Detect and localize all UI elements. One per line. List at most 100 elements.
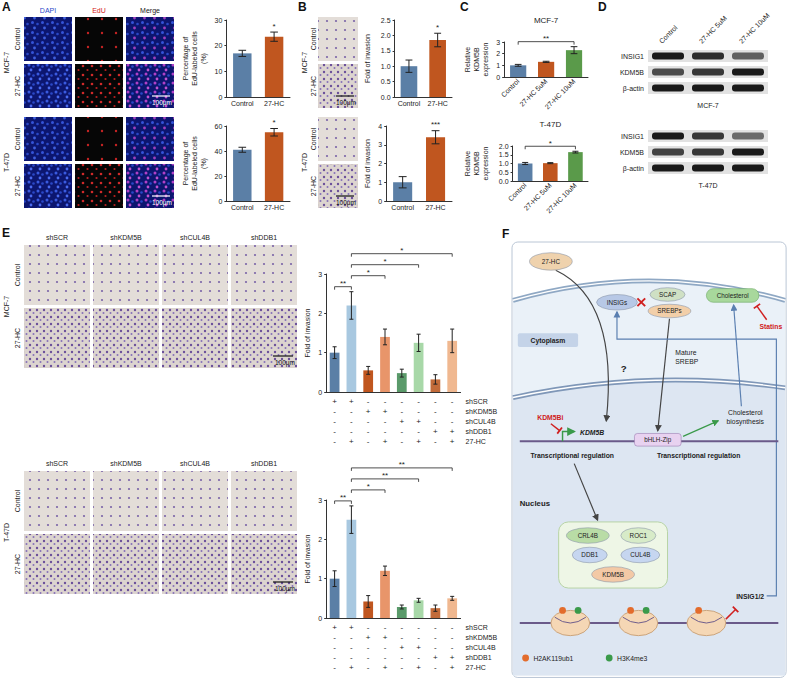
svg-text:Cytoplasm: Cytoplasm <box>531 337 566 345</box>
svg-text:shCUL4B: shCUL4B <box>180 460 210 467</box>
svg-text:0.5: 0.5 <box>381 78 391 85</box>
svg-text:INSIG1: INSIG1 <box>621 53 644 60</box>
svg-text:B: B <box>298 0 307 14</box>
svg-text:-: - <box>417 653 420 662</box>
svg-text:T-47D: T-47D <box>3 153 10 172</box>
svg-text:**: ** <box>399 460 405 469</box>
svg-text:(%): (%) <box>200 158 208 169</box>
svg-text:2: 2 <box>496 50 500 57</box>
svg-text:+: + <box>416 663 421 672</box>
svg-text:KDM5B: KDM5B <box>580 429 604 436</box>
svg-text:3: 3 <box>318 271 322 278</box>
svg-text:*: * <box>436 23 439 32</box>
svg-text:-: - <box>451 407 454 416</box>
svg-text:100μm: 100μm <box>152 199 172 207</box>
svg-text:3: 3 <box>496 39 500 46</box>
svg-text:shCUL4B: shCUL4B <box>180 234 210 241</box>
svg-text:+: + <box>433 427 438 436</box>
svg-text:-: - <box>417 397 420 406</box>
svg-text:+: + <box>349 663 354 672</box>
svg-text:3: 3 <box>318 497 322 504</box>
svg-text:-: - <box>367 623 370 632</box>
svg-text:Control: Control <box>14 263 21 286</box>
svg-text:-: - <box>451 417 454 426</box>
svg-text:0.0: 0.0 <box>499 178 509 185</box>
svg-text:Control: Control <box>658 23 679 44</box>
svg-text:F: F <box>502 227 509 241</box>
svg-text:T-47D: T-47D <box>301 153 308 172</box>
svg-text:-: - <box>350 633 353 642</box>
svg-text:shSCR: shSCR <box>466 398 488 405</box>
svg-text:-: - <box>434 623 437 632</box>
svg-text:-: - <box>434 663 437 672</box>
svg-text:Fold of invasion: Fold of invasion <box>364 34 371 83</box>
svg-text:EdU-labeled cells: EdU-labeled cells <box>191 136 198 191</box>
svg-text:-: - <box>333 653 336 662</box>
svg-text:Control: Control <box>14 127 21 150</box>
svg-text:27-HC 5uM: 27-HC 5uM <box>518 77 548 107</box>
svg-text:+: + <box>383 663 388 672</box>
svg-text:10: 10 <box>215 68 223 75</box>
svg-text:T-47D: T-47D <box>698 182 717 189</box>
svg-text:SREBP: SREBP <box>675 358 699 365</box>
svg-text:-: - <box>400 663 403 672</box>
svg-text:shCUL4B: shCUL4B <box>466 644 496 651</box>
svg-text:27-HC: 27-HC <box>310 176 317 196</box>
svg-text:+: + <box>383 633 388 642</box>
svg-text:+: + <box>416 437 421 446</box>
svg-text:-: - <box>367 437 370 446</box>
svg-text:INSIG1/2: INSIG1/2 <box>736 593 764 600</box>
svg-text:27-HC: 27-HC <box>310 76 317 96</box>
svg-text:Control: Control <box>398 100 421 107</box>
svg-text:-: - <box>400 437 403 446</box>
svg-text:2: 2 <box>318 536 322 543</box>
svg-text:-: - <box>434 633 437 642</box>
svg-text:-: - <box>367 653 370 662</box>
svg-text:CRL4B: CRL4B <box>578 532 598 539</box>
svg-text:-: - <box>367 643 370 652</box>
svg-text:***: *** <box>431 120 440 129</box>
svg-text:Control: Control <box>310 27 317 50</box>
svg-text:Control: Control <box>310 127 317 150</box>
svg-text:-: - <box>400 623 403 632</box>
svg-text:shSCR: shSCR <box>466 624 488 631</box>
svg-text:D: D <box>598 0 607 14</box>
svg-text:60: 60 <box>215 123 223 130</box>
svg-text:-: - <box>350 653 353 662</box>
svg-text:-: - <box>384 643 387 652</box>
svg-text:-: - <box>350 643 353 652</box>
svg-text:3: 3 <box>378 141 382 148</box>
svg-text:T-47D: T-47D <box>3 523 10 542</box>
svg-text:shKDM5B: shKDM5B <box>110 460 142 467</box>
svg-text:DDB1: DDB1 <box>581 551 598 558</box>
svg-text:-: - <box>400 397 403 406</box>
svg-text:-: - <box>451 633 454 642</box>
svg-text:-: - <box>333 663 336 672</box>
svg-text:+: + <box>332 623 337 632</box>
svg-text:0: 0 <box>378 198 382 205</box>
svg-text:27-HC: 27-HC <box>428 100 448 107</box>
svg-text:Merge: Merge <box>140 7 160 15</box>
svg-text:+: + <box>416 417 421 426</box>
svg-text:Transcriptional regulation: Transcriptional regulation <box>657 452 740 460</box>
svg-text:shCUL4B: shCUL4B <box>466 418 496 425</box>
svg-text:Fold of invasion: Fold of invasion <box>304 534 311 583</box>
svg-text:-: - <box>384 427 387 436</box>
svg-text:27-HC: 27-HC <box>466 438 486 445</box>
svg-text:-: - <box>400 633 403 642</box>
svg-text:-: - <box>367 663 370 672</box>
svg-text:*: * <box>367 268 370 277</box>
svg-text:Control: Control <box>231 204 254 211</box>
svg-text:EdU-labeled cells: EdU-labeled cells <box>191 31 198 86</box>
svg-text:27-HC: 27-HC <box>542 258 561 265</box>
svg-text:KDM5B: KDM5B <box>473 151 480 175</box>
svg-text:-: - <box>400 427 403 436</box>
svg-text:Fold of invasion: Fold of invasion <box>364 139 371 188</box>
svg-text:+: + <box>366 633 371 642</box>
svg-text:Cholesterol: Cholesterol <box>717 292 749 299</box>
svg-text:-: - <box>417 427 420 436</box>
svg-text:H2AK119ub1: H2AK119ub1 <box>533 655 573 662</box>
svg-text:**: ** <box>340 279 346 288</box>
svg-text:27-HC: 27-HC <box>425 204 445 211</box>
svg-text:-: - <box>451 643 454 652</box>
